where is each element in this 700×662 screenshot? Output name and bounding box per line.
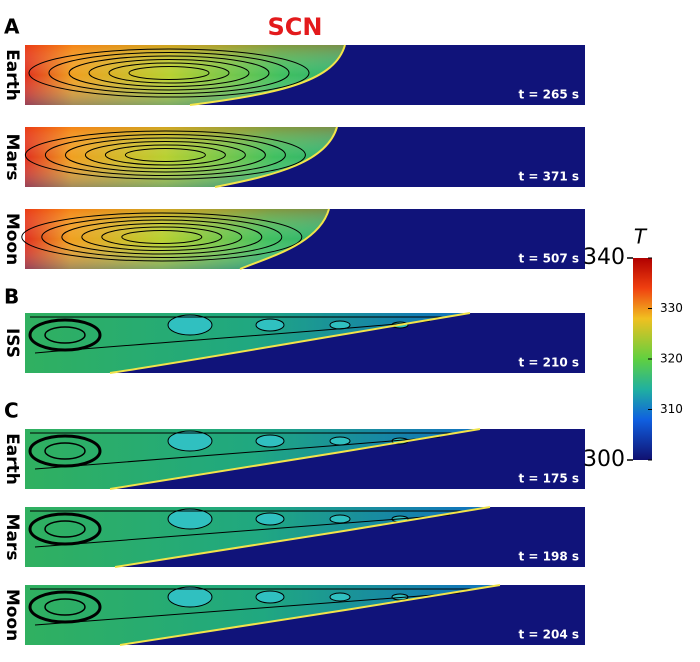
streamline <box>34 320 431 354</box>
group-letter: A <box>4 15 20 39</box>
liquid-region <box>25 585 500 645</box>
streamline <box>28 48 310 98</box>
vortex <box>255 434 285 448</box>
streamline <box>128 66 210 80</box>
side-label: ISS <box>2 328 22 358</box>
interface <box>214 126 338 188</box>
colorbar-tick-label: 310 <box>660 402 683 416</box>
side-label: Earth <box>2 49 22 101</box>
vortex <box>44 520 86 538</box>
time-label: t = 507 s <box>518 252 579 266</box>
colorbar-tick-label: 320 <box>660 352 683 366</box>
colorbar-label: T <box>634 225 648 249</box>
vortex <box>255 590 285 604</box>
streamline <box>108 62 230 84</box>
side-label: Mars <box>2 514 22 561</box>
time-label: t = 175 s <box>518 472 579 486</box>
group-letter: B <box>4 285 19 309</box>
streamline <box>68 55 270 91</box>
vortex <box>255 318 285 332</box>
vortex <box>167 508 213 530</box>
streamline <box>81 223 243 251</box>
vortex <box>329 436 351 446</box>
vortex <box>28 512 102 546</box>
time-label: t = 265 s <box>518 88 579 102</box>
side-label: Moon <box>2 213 22 265</box>
interface <box>114 506 491 568</box>
side-label: Earth <box>2 433 22 485</box>
vortex <box>167 314 213 336</box>
vortex <box>28 434 102 468</box>
liquid-region <box>25 429 480 489</box>
vortex <box>44 326 86 344</box>
streamline <box>101 226 223 248</box>
streamline <box>21 212 303 262</box>
streamline <box>41 216 283 258</box>
streamline <box>34 514 451 548</box>
colorbar-tick-label: 300 <box>583 447 625 472</box>
interface <box>119 584 501 646</box>
streamline <box>61 219 263 255</box>
liquid-region <box>25 313 470 373</box>
vortex <box>167 430 213 452</box>
streamline <box>64 137 266 173</box>
streamline <box>44 134 286 176</box>
vortex <box>28 590 102 624</box>
vortex <box>255 512 285 526</box>
group-letter: C <box>4 399 19 423</box>
colorbar <box>633 258 652 460</box>
interface <box>239 208 330 270</box>
time-label: t = 371 s <box>518 170 579 184</box>
time-label: t = 204 s <box>518 628 579 642</box>
interface <box>109 428 481 490</box>
streamline <box>88 59 250 87</box>
interface <box>109 312 471 374</box>
vortex <box>167 586 213 608</box>
streamline <box>48 52 290 94</box>
streamline <box>104 144 226 166</box>
side-label: Moon <box>2 589 22 641</box>
vortex <box>329 514 351 524</box>
streamline <box>34 436 441 470</box>
time-label: t = 198 s <box>518 550 579 564</box>
vortex <box>329 592 351 602</box>
time-label: t = 210 s <box>518 356 579 370</box>
streamline <box>124 148 206 162</box>
vortex <box>44 442 86 460</box>
liquid-region <box>25 507 490 567</box>
vortex <box>44 598 86 616</box>
streamline <box>121 230 203 244</box>
streamline <box>24 130 306 180</box>
title: SCN <box>268 13 323 41</box>
side-label: Mars <box>2 134 22 181</box>
colorbar-tick-label: 330 <box>660 301 683 315</box>
interface <box>189 44 346 106</box>
colorbar-tick-label: 340 <box>583 245 625 270</box>
streamline <box>84 141 246 169</box>
